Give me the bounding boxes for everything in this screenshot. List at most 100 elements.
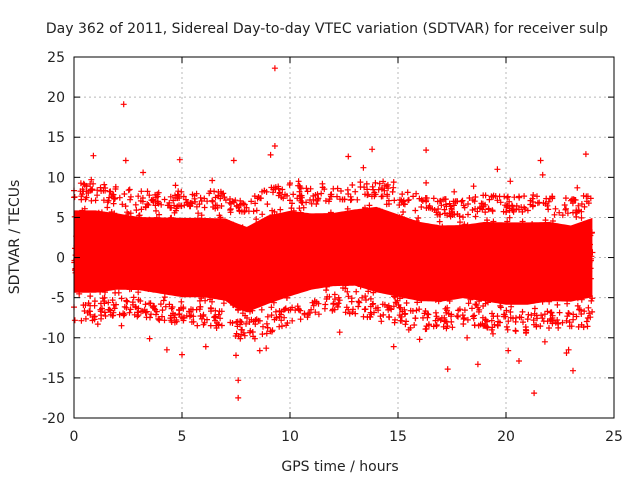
x-tick-label: 20 — [497, 429, 515, 445]
data-point — [139, 198, 146, 205]
data-point — [313, 201, 320, 207]
data-point — [252, 317, 259, 324]
data-point — [504, 326, 511, 333]
data-point — [440, 323, 447, 330]
data-point — [361, 184, 368, 191]
data-point — [102, 313, 109, 319]
data-point — [268, 304, 275, 311]
data-point — [110, 200, 117, 207]
data-point — [355, 303, 362, 310]
data-point — [270, 189, 276, 196]
data-point — [176, 311, 183, 317]
data-point — [389, 188, 396, 195]
data-point — [178, 314, 185, 321]
data-point — [400, 197, 407, 204]
outlier-point — [122, 157, 129, 164]
data-point — [282, 191, 288, 198]
data-point — [158, 201, 165, 208]
data-point — [461, 204, 468, 211]
data-point — [401, 306, 408, 313]
outlier-point — [146, 335, 153, 342]
data-point — [190, 318, 197, 325]
data-point — [318, 190, 325, 197]
data-point — [160, 297, 167, 304]
outlier-point — [120, 101, 127, 108]
data-point — [441, 206, 448, 213]
data-point — [115, 289, 122, 296]
data-point — [197, 303, 204, 310]
outlier-point — [271, 143, 278, 149]
data-point — [442, 201, 449, 208]
y-tick-label: 20 — [47, 90, 65, 106]
data-point — [178, 298, 185, 305]
data-point — [400, 209, 407, 215]
data-point — [583, 318, 590, 325]
data-point — [297, 316, 304, 323]
data-point — [559, 319, 566, 326]
data-point — [562, 206, 569, 213]
data-point — [466, 195, 473, 201]
x-axis: 0 5 10 15 20 25 — [70, 57, 623, 445]
data-point — [176, 202, 182, 209]
outlier-point — [140, 169, 147, 176]
data-point — [126, 186, 133, 193]
outlier-point — [176, 156, 183, 163]
data-point — [524, 316, 531, 323]
outlier-point — [574, 184, 581, 191]
x-tick-label: 10 — [281, 429, 299, 445]
data-point — [575, 323, 582, 330]
y-tick-label: 25 — [47, 50, 65, 66]
data-point — [104, 204, 111, 211]
data-point — [259, 331, 266, 338]
data-point — [300, 204, 307, 211]
data-point — [497, 304, 504, 311]
data-point — [209, 298, 215, 305]
data-point — [195, 210, 202, 217]
data-point — [287, 197, 293, 204]
data-point — [299, 199, 306, 206]
data-point — [198, 198, 205, 204]
data-point — [547, 316, 554, 322]
data-point — [520, 319, 526, 326]
y-tick-label: -15 — [42, 371, 65, 387]
data-point — [506, 214, 513, 221]
data-point — [135, 289, 142, 296]
data-point — [209, 197, 216, 204]
y-tick-label: 0 — [56, 251, 65, 267]
data-point — [580, 192, 587, 199]
data-point — [183, 199, 190, 206]
data-point — [156, 317, 163, 324]
data-point — [289, 304, 296, 311]
data-point — [516, 314, 523, 321]
data-point — [253, 216, 260, 223]
data-point — [91, 313, 98, 320]
data-point — [232, 197, 239, 204]
y-tick-label: -5 — [51, 291, 65, 307]
data-point — [168, 204, 175, 211]
data-point — [198, 315, 205, 322]
data-point — [111, 305, 118, 312]
data-point — [546, 325, 552, 331]
data-point — [371, 309, 377, 316]
data-point — [581, 308, 588, 315]
data-point — [188, 200, 195, 207]
data-point — [405, 196, 412, 203]
data-point — [569, 200, 576, 207]
data-point — [180, 317, 187, 324]
data-point — [281, 314, 288, 321]
outlier-point — [179, 351, 185, 358]
data-point — [243, 320, 249, 327]
outlier-point — [563, 350, 570, 356]
data-point — [94, 192, 101, 199]
data-point — [227, 206, 234, 212]
data-point — [454, 313, 460, 319]
data-point — [381, 182, 388, 189]
data-point — [233, 319, 240, 325]
data-point — [240, 200, 247, 207]
data-point — [348, 196, 355, 203]
data-point — [241, 332, 248, 339]
data-point — [252, 200, 259, 207]
data-point — [465, 201, 471, 207]
data-point — [101, 309, 108, 316]
data-point — [444, 212, 451, 219]
